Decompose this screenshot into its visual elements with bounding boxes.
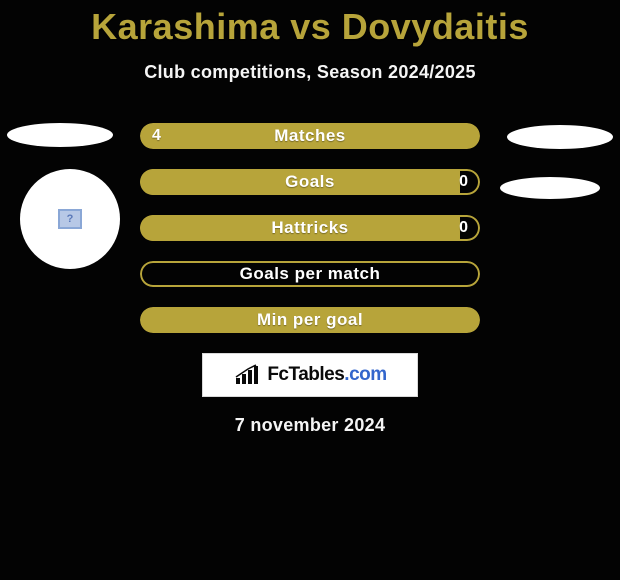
bar-value-right: 0 <box>459 219 468 237</box>
comparison-row: Goals0 <box>140 169 480 195</box>
bar-label: Min per goal <box>140 310 480 330</box>
fctables-badge: FcTables.com <box>202 353 418 397</box>
placeholder-image-icon <box>58 209 82 229</box>
bar-label: Goals per match <box>140 264 480 284</box>
fctables-logo-icon <box>233 364 263 386</box>
page-subtitle: Club competitions, Season 2024/2025 <box>0 62 620 83</box>
bar-label: Goals <box>140 172 480 192</box>
comparison-bars: Matches4Goals0Hattricks0Goals per matchM… <box>140 123 480 333</box>
player-left-avatar <box>20 169 120 269</box>
comparison-area: Matches4Goals0Hattricks0Goals per matchM… <box>0 123 620 436</box>
comparison-row: Goals per match <box>140 261 480 287</box>
brand-suffix: .com <box>344 364 386 385</box>
fctables-text: FcTables.com <box>267 364 386 386</box>
comparison-row: Min per goal <box>140 307 480 333</box>
comparison-row: Hattricks0 <box>140 215 480 241</box>
comparison-row: Matches4 <box>140 123 480 149</box>
player-right-badge-mid <box>500 177 600 199</box>
bar-value-left: 4 <box>152 127 161 145</box>
bar-label: Matches <box>140 126 480 146</box>
brand-prefix: Fc <box>267 364 288 385</box>
player-left-badge-top <box>7 123 113 147</box>
footer-date: 7 november 2024 <box>0 415 620 436</box>
brand-main: Tables <box>289 364 345 385</box>
player-right-badge-top <box>507 125 613 149</box>
bar-label: Hattricks <box>140 218 480 238</box>
page-title: Karashima vs Dovydaitis <box>0 0 620 48</box>
bar-value-right: 0 <box>459 173 468 191</box>
